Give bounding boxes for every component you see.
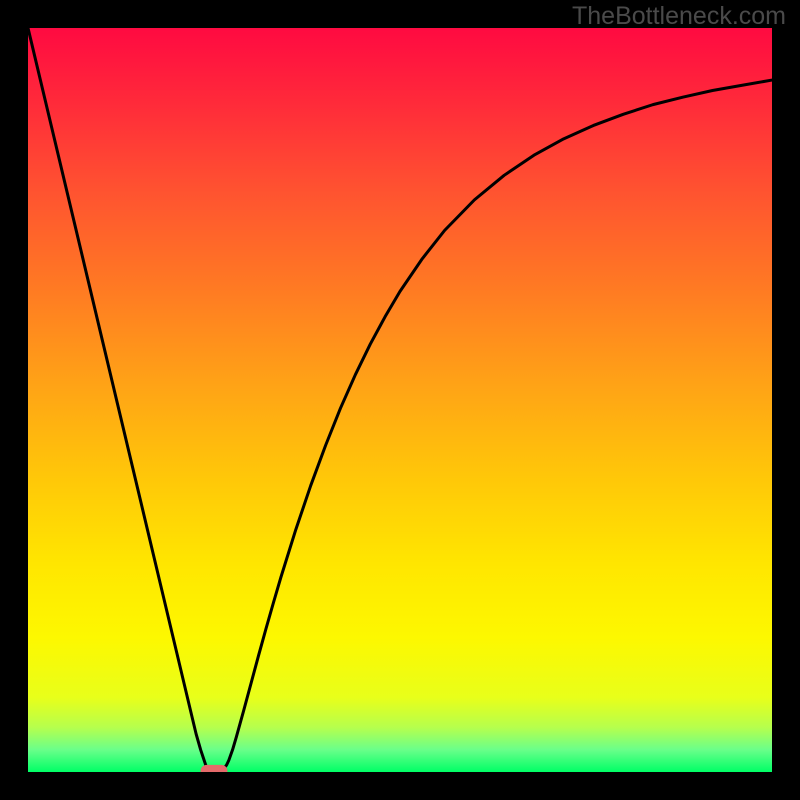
frame-right <box>772 0 800 800</box>
frame-left <box>0 0 28 800</box>
frame-bottom <box>0 772 800 800</box>
plot-background <box>28 28 772 772</box>
bottleneck-curve-chart <box>0 0 800 800</box>
chart-container: TheBottleneck.com <box>0 0 800 800</box>
watermark-text: TheBottleneck.com <box>572 2 786 31</box>
